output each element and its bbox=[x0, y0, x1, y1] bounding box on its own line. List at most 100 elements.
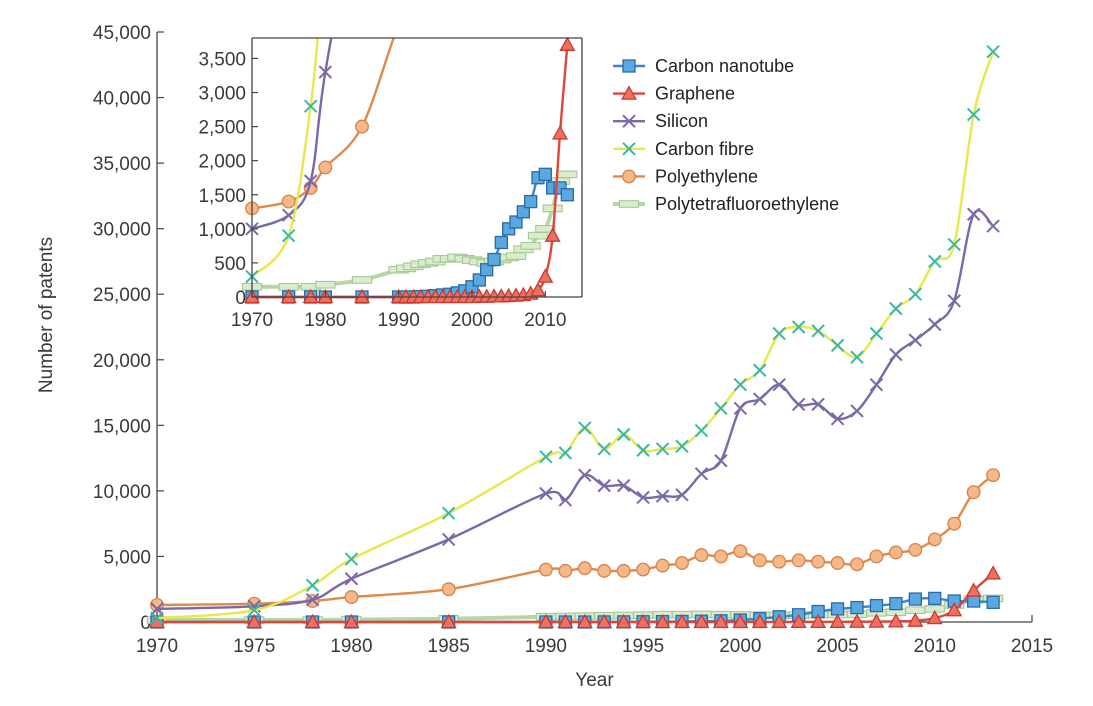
inset-y-tick-label: 3,500 bbox=[198, 49, 246, 70]
inset-data-point bbox=[351, 276, 373, 284]
inset-data-point bbox=[494, 235, 508, 250]
data-point bbox=[636, 443, 650, 457]
data-point bbox=[654, 613, 671, 629]
inset-data-point bbox=[315, 280, 336, 289]
inset-data-point bbox=[510, 0, 523, 3]
data-point bbox=[985, 565, 1002, 580]
inset-data-point bbox=[280, 288, 297, 304]
data-point bbox=[441, 532, 456, 547]
y-tick-label: 30,000 bbox=[93, 220, 151, 241]
inset-y-tick-label: 500 bbox=[214, 254, 246, 275]
inset-data-point bbox=[480, 263, 494, 277]
inset-data-point bbox=[353, 288, 371, 304]
inset-data-point bbox=[472, 273, 486, 287]
y-tick-label: 40,000 bbox=[93, 89, 151, 110]
data-point bbox=[751, 613, 768, 629]
data-point bbox=[830, 556, 845, 570]
data-point bbox=[887, 613, 904, 628]
legend-marker bbox=[620, 85, 638, 100]
inset-data-point bbox=[542, 204, 563, 213]
data-point bbox=[616, 478, 631, 493]
data-point bbox=[344, 552, 359, 566]
data-point bbox=[772, 377, 786, 392]
inset-data-point bbox=[392, 18, 405, 31]
inset-data-point bbox=[505, 252, 527, 260]
legend-entry: Polyethylene bbox=[613, 166, 758, 186]
inset-data-point bbox=[516, 205, 530, 219]
x-tick-label: 2010 bbox=[914, 636, 956, 657]
inset-y-tick-label: 2,500 bbox=[198, 118, 246, 139]
data-point bbox=[539, 486, 553, 501]
data-point bbox=[986, 44, 1000, 59]
data-point bbox=[889, 596, 903, 611]
data-point bbox=[908, 592, 922, 606]
data-point bbox=[928, 317, 942, 332]
data-point bbox=[966, 107, 981, 122]
data-point bbox=[869, 326, 884, 341]
y-tick-label: 10,000 bbox=[93, 482, 151, 503]
inset-data-point bbox=[551, 125, 569, 140]
inset-x-tick-label: 2010 bbox=[524, 310, 566, 331]
legend: Carbon nanotube Graphene Silicon Carbon fib… bbox=[613, 56, 839, 214]
data-point bbox=[635, 613, 652, 629]
series-silicon bbox=[150, 207, 1000, 616]
data-point bbox=[539, 450, 553, 464]
data-point bbox=[441, 506, 456, 520]
legend-marker bbox=[622, 169, 636, 184]
y-tick-label: 5,000 bbox=[103, 547, 151, 568]
data-point bbox=[889, 347, 903, 362]
legend-entry: Carbon nanotube bbox=[613, 56, 794, 76]
data-point bbox=[850, 600, 864, 615]
inset-data-point bbox=[436, 0, 449, 10]
inset-data-point bbox=[318, 160, 333, 175]
data-point bbox=[596, 613, 613, 629]
legend-label: Graphene bbox=[655, 84, 735, 104]
data-point bbox=[830, 602, 845, 616]
series-graphene bbox=[148, 565, 1002, 629]
data-point bbox=[869, 549, 884, 564]
y-tick-label: 15,000 bbox=[93, 416, 151, 437]
x-tick-label: 1975 bbox=[233, 636, 275, 657]
inset-plot: 0 500 1,000 1,500 2,000 2,500 3,000 3,500 1970 19… bbox=[198, 0, 583, 331]
data-point bbox=[576, 613, 593, 629]
data-point bbox=[304, 613, 321, 629]
data-point bbox=[791, 397, 806, 412]
inset-data-point bbox=[281, 194, 296, 209]
data-point bbox=[305, 593, 320, 607]
data-point bbox=[850, 557, 864, 572]
data-point bbox=[558, 446, 573, 460]
data-point bbox=[790, 613, 807, 629]
data-point bbox=[986, 595, 1000, 609]
inset-data-point bbox=[404, 38, 408, 39]
data-point bbox=[830, 412, 845, 426]
data-point bbox=[753, 392, 767, 406]
data-point bbox=[733, 401, 748, 415]
data-point bbox=[908, 287, 923, 301]
data-point bbox=[889, 301, 903, 316]
inset-data-point bbox=[487, 252, 501, 267]
x-tick-label: 1970 bbox=[136, 636, 178, 657]
inset-x-tick-label: 1990 bbox=[378, 310, 420, 331]
inset-data-point bbox=[419, 38, 423, 39]
inset-data-point bbox=[524, 194, 538, 209]
legend-entry: Silicon bbox=[613, 111, 708, 131]
data-point bbox=[577, 561, 592, 576]
inset-data-point bbox=[538, 167, 552, 181]
data-point bbox=[440, 613, 457, 629]
x-tick-label: 1980 bbox=[330, 636, 372, 657]
inset-data-point bbox=[407, 11, 420, 24]
data-point bbox=[616, 563, 631, 578]
data-point bbox=[811, 324, 825, 338]
y-axis-title: Number of patents bbox=[36, 237, 57, 393]
data-point bbox=[714, 454, 728, 468]
x-tick-label: 1990 bbox=[525, 636, 567, 657]
data-point bbox=[947, 237, 961, 252]
data-point bbox=[791, 553, 806, 568]
y-tick-label: 20,000 bbox=[93, 351, 151, 372]
data-point bbox=[946, 601, 963, 617]
data-point bbox=[712, 613, 729, 629]
x-tick-label: 2015 bbox=[1011, 636, 1053, 657]
data-point bbox=[150, 611, 164, 625]
